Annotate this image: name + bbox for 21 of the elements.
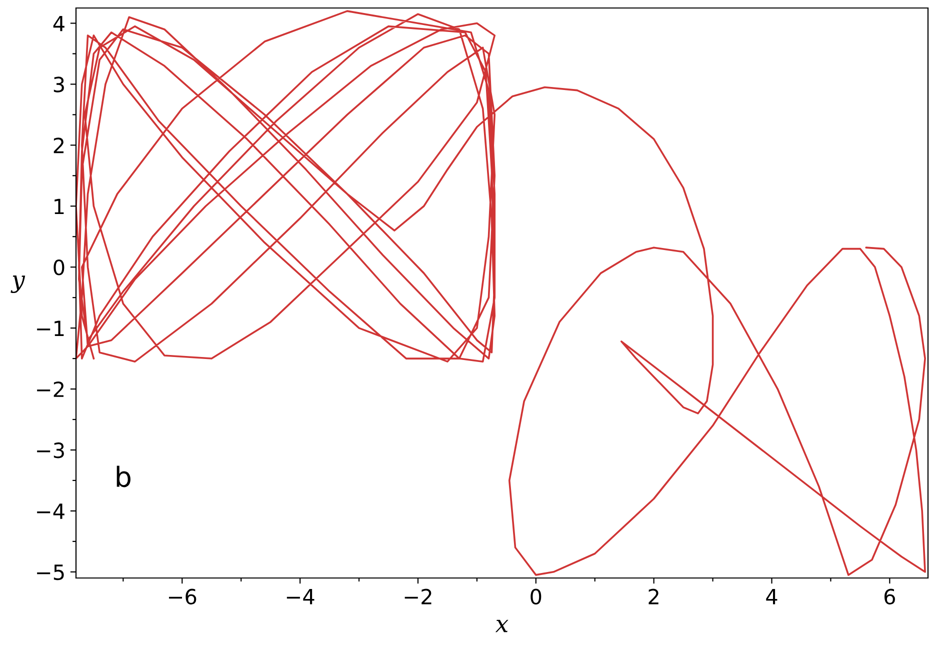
x-tick-label: 4 bbox=[766, 589, 778, 604]
y-tick-label: −4 bbox=[37, 504, 64, 519]
y-tick-label: −1 bbox=[37, 320, 64, 336]
y-tick-label: −3 bbox=[37, 442, 64, 458]
x-tick-label: −4 bbox=[286, 589, 314, 604]
y-tick-label: 2 bbox=[54, 138, 64, 154]
annotation: b bbox=[116, 466, 130, 488]
y-tick-label: 1 bbox=[54, 198, 64, 214]
x-tick-label: 6 bbox=[884, 588, 895, 605]
x-axis-title: x bbox=[495, 620, 508, 632]
line-series bbox=[76, 10, 926, 576]
y-tick-label: 0 bbox=[54, 260, 64, 276]
y-tick-label: −5 bbox=[37, 564, 64, 580]
y-tick-label: 3 bbox=[54, 76, 64, 92]
y-tick-label: 4 bbox=[53, 16, 64, 32]
y-tick-label: −2 bbox=[37, 381, 64, 397]
y-axis-title: y bbox=[10, 276, 26, 293]
x-tick-label: −6 bbox=[168, 588, 196, 605]
x-tick-label: −2 bbox=[404, 588, 432, 604]
x-tick-label: 2 bbox=[648, 588, 658, 604]
x-tick-label: 0 bbox=[530, 588, 542, 605]
